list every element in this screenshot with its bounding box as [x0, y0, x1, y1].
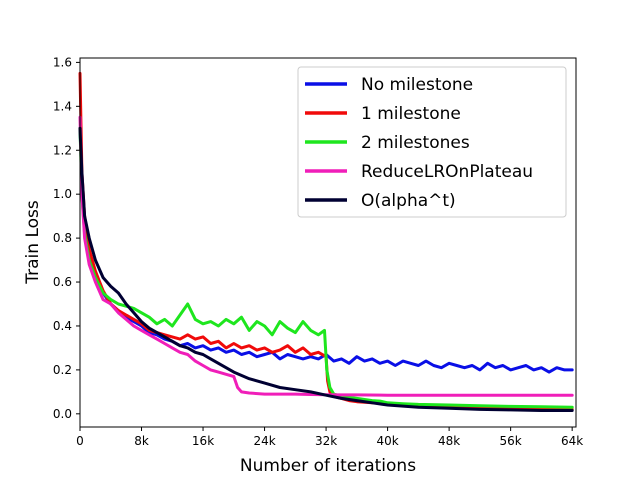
y-tick-label: 1.4 — [53, 99, 72, 113]
y-tick-label: 0.0 — [53, 407, 72, 421]
x-tick-label: 56k — [500, 434, 522, 448]
x-tick-label: 24k — [253, 434, 275, 448]
x-axis: 0 8k 16k 24k 32k 40k 48k 56k 64k — [76, 427, 583, 448]
legend-frame — [297, 66, 567, 218]
plot-frame — [79, 57, 577, 428]
y-tick-label: 0.4 — [53, 319, 72, 333]
y-tick-label: 0.2 — [53, 363, 72, 377]
x-tick-label: 48k — [438, 434, 460, 448]
legend-label: 2 milestones — [361, 133, 470, 153]
y-axis: 0.0 0.2 0.4 0.6 0.8 1.0 1.2 1.4 1.6 — [53, 55, 80, 421]
series-line-no-milestone — [78, 126, 574, 374]
legend-label: ReduceLROnPlateau — [361, 162, 533, 182]
y-tick-label: 0.6 — [53, 275, 72, 289]
y-tick-label: 1.6 — [53, 55, 72, 69]
y-tick-label: 1.0 — [53, 187, 72, 201]
legend-label: O(alpha^t) — [361, 191, 456, 211]
x-tick-label: 40k — [376, 434, 398, 448]
x-tick-label: 0 — [76, 434, 84, 448]
legend-label: No milestone — [361, 75, 473, 95]
y-axis-label: Train Loss — [23, 200, 43, 285]
x-axis-label: Number of iterations — [240, 456, 416, 476]
y-tick-label: 0.8 — [53, 231, 72, 245]
y-tick-label: 1.2 — [53, 143, 72, 157]
series-line-reducelronplateau — [78, 115, 574, 397]
x-tick-label: 8k — [134, 434, 149, 448]
legend: No milestone 1 milestone 2 milestones Reduc… — [297, 66, 567, 218]
series-layer — [78, 71, 574, 412]
legend-label: 1 milestone — [361, 104, 461, 124]
series-line-o-alpha-t — [78, 126, 574, 412]
x-tick-label: 32k — [315, 434, 337, 448]
x-tick-label: 16k — [192, 434, 214, 448]
x-tick-label: 64k — [561, 434, 583, 448]
